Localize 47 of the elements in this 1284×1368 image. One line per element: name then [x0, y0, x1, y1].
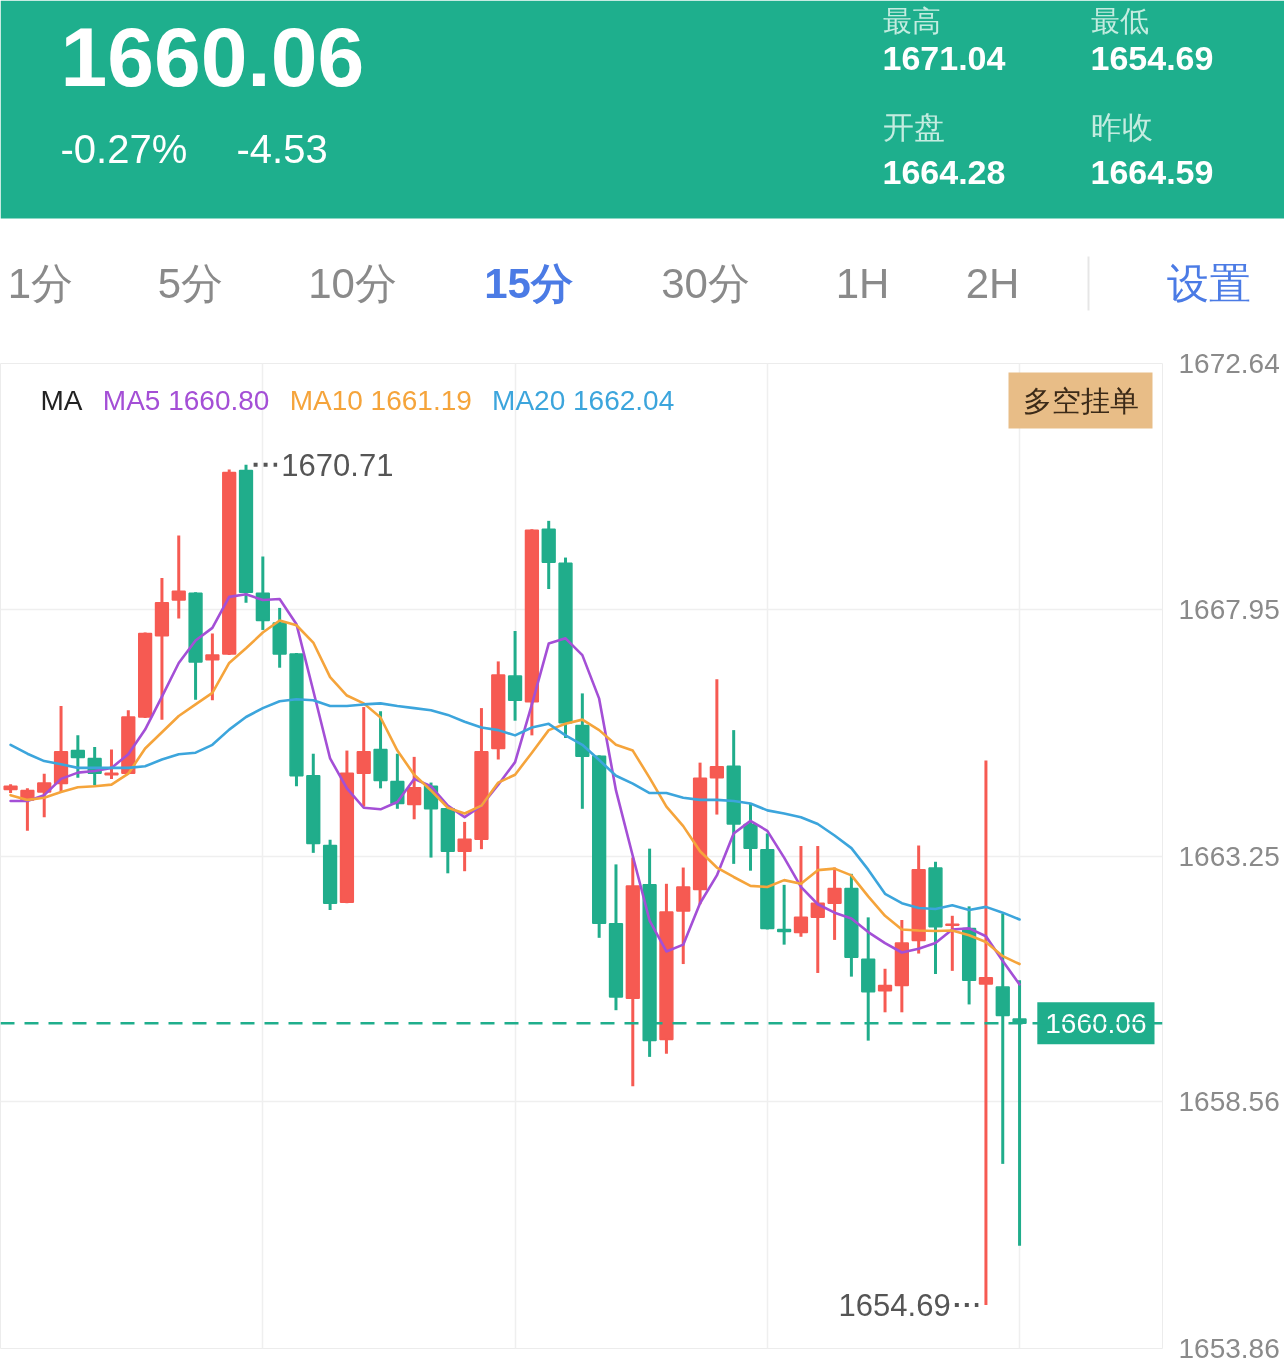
- text: -4.53: [236, 126, 328, 171]
- candlestick: [457, 820, 472, 873]
- candlestick: [995, 913, 1010, 1164]
- text: 1671.04: [882, 39, 1006, 77]
- text: 最高: [882, 4, 941, 37]
- candlestick: [407, 755, 422, 820]
- text: 1664.28: [882, 153, 1006, 191]
- text: MA20 1662.04: [492, 385, 675, 416]
- y-tick-label: 1653.86: [1178, 1333, 1280, 1364]
- text: 设置: [1166, 260, 1251, 307]
- annotation: 1670.71: [281, 447, 394, 483]
- candlestick: [827, 867, 842, 940]
- text: 5分: [157, 260, 224, 307]
- text: 2H: [965, 260, 1020, 307]
- y-tick-label: 1663.25: [1178, 840, 1280, 872]
- candlestick: [945, 914, 960, 971]
- text: 1分: [7, 260, 74, 307]
- y-tick-label: 1658.56: [1178, 1086, 1280, 1118]
- candlestick: [877, 967, 893, 1013]
- annotation: 多空挂单: [1022, 384, 1139, 417]
- text: 开盘: [882, 110, 945, 145]
- candlestick: [793, 846, 809, 937]
- y-tick-label: 1667.95: [1178, 593, 1280, 625]
- text: -0.27%: [60, 126, 188, 171]
- text: 最低: [1090, 4, 1149, 37]
- candlestick: [978, 760, 994, 1305]
- candlestick: [171, 535, 186, 619]
- candlestick: [70, 735, 85, 778]
- text: 1664.59: [1090, 153, 1214, 191]
- candlestick: [356, 707, 371, 807]
- text: 30分: [661, 260, 750, 307]
- line-series: [9, 697, 1021, 921]
- y-tick-label: 1672.64: [1178, 348, 1280, 379]
- text: 1654.69: [1090, 39, 1214, 77]
- chart-title: 1660.06: [60, 9, 365, 104]
- candlestick: [104, 749, 119, 779]
- text: 昨收: [1090, 110, 1153, 145]
- text: 1H: [835, 260, 890, 307]
- annotation: 1654.69: [838, 1287, 951, 1323]
- candlestick: [205, 633, 220, 702]
- legend-title: MA: [40, 385, 83, 416]
- candlestick: [709, 679, 725, 815]
- text: 10分: [308, 260, 397, 307]
- text: MA10 1661.19: [289, 385, 472, 416]
- text: 15分: [484, 260, 573, 307]
- candlestick: [743, 803, 758, 871]
- text: MA5 1660.80: [102, 385, 270, 416]
